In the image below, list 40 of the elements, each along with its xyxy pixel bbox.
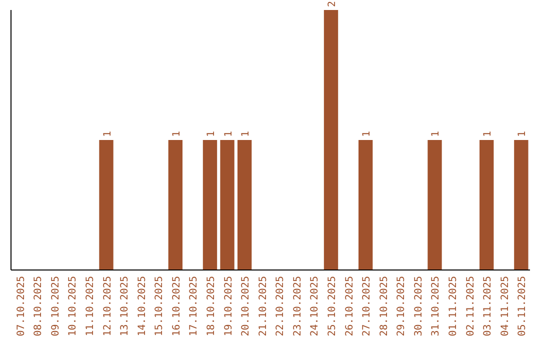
x-tick-label: 01.11.2025 — [448, 276, 460, 336]
x-tick-label: 25.10.2025 — [327, 276, 338, 336]
data-label: 1 — [430, 130, 442, 137]
x-tick-label: 10.10.2025 — [68, 276, 79, 336]
data-label: 1 — [517, 130, 528, 137]
x-tick-label: 02.11.2025 — [465, 276, 476, 336]
data-label: 1 — [362, 130, 373, 137]
x-tick-label: 09.10.2025 — [50, 276, 62, 336]
data-label: 1 — [482, 130, 494, 137]
x-tick-label: 27.10.2025 — [362, 276, 373, 336]
x-tick-label: 17.10.2025 — [188, 276, 200, 336]
x-tick-label: 24.10.2025 — [310, 276, 321, 336]
data-label: 1 — [223, 130, 234, 137]
data-label: 1 — [240, 130, 252, 137]
x-tick-label: 19.10.2025 — [223, 276, 234, 336]
x-tick-label: 22.10.2025 — [275, 276, 286, 336]
x-tick-label: 11.10.2025 — [84, 276, 96, 336]
x-tick-label: 04.11.2025 — [500, 276, 511, 336]
x-tick-label: 28.10.2025 — [378, 276, 390, 336]
x-tick-label: 20.10.2025 — [240, 276, 252, 336]
data-label: 1 — [102, 130, 114, 137]
x-tick-label: 30.10.2025 — [413, 276, 424, 336]
x-tick-label: 14.10.2025 — [136, 276, 148, 336]
x-tick-label: 31.10.2025 — [430, 276, 442, 336]
x-tick-label: 21.10.2025 — [258, 276, 269, 336]
x-tick-label: 08.10.2025 — [33, 276, 44, 336]
x-tick-label: 26.10.2025 — [344, 276, 356, 336]
x-tick-label: 29.10.2025 — [396, 276, 408, 336]
x-tick-label: 07.10.2025 — [16, 276, 27, 336]
x-tick-label: 13.10.2025 — [120, 276, 131, 336]
x-tick-label: 05.11.2025 — [517, 276, 528, 336]
x-tick-label: 18.10.2025 — [206, 276, 217, 336]
x-tick-label: 15.10.2025 — [154, 276, 166, 336]
x-tick-label: 23.10.2025 — [292, 276, 304, 336]
data-label: 1 — [171, 130, 182, 137]
x-tick-label: 12.10.2025 — [102, 276, 114, 336]
data-label: 2 — [327, 0, 338, 7]
x-tick-label: 03.11.2025 — [482, 276, 494, 336]
x-tick-label: 16.10.2025 — [171, 276, 182, 336]
data-label: 1 — [206, 130, 217, 137]
